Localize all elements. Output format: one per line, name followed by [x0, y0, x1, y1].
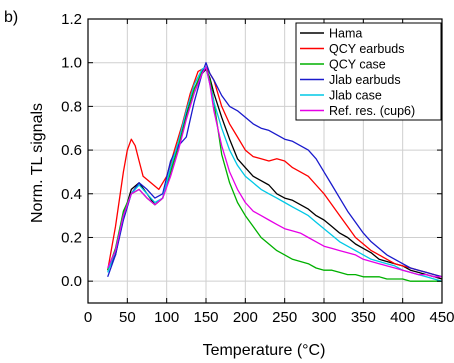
panel-label: b) [4, 9, 18, 26]
y-tick-label: 0.0 [61, 273, 82, 290]
x-tick-label: 350 [351, 309, 376, 326]
legend-label: Jlab earbuds [329, 73, 401, 87]
legend-label: Ref. res. (cup6) [329, 104, 415, 118]
legend-label: QCY case [329, 58, 386, 72]
series-line-ref-res-cup6 [107, 66, 442, 278]
y-tick-label: 0.2 [61, 229, 82, 246]
x-tick-label: 250 [272, 309, 297, 326]
y-tick-label: 0.4 [61, 186, 82, 203]
series-line-jlab-earbuds [107, 62, 443, 278]
legend-label: QCY earbuds [329, 42, 405, 56]
y-tick-label: 0.6 [61, 142, 82, 159]
series-line-jlab-case [107, 66, 443, 282]
x-tick-label: 400 [390, 309, 415, 326]
x-tick-label: 50 [119, 309, 136, 326]
x-tick-label: 300 [311, 309, 336, 326]
y-axis-title: Norm. TL signals [29, 103, 46, 223]
x-tick-label: 0 [84, 309, 92, 326]
axis-ticks: 0 50 100 150 200 250 300 350 400 450 0.0 0.2 0.4 0.6 0… [61, 11, 454, 326]
y-tick-label: 1.2 [61, 11, 82, 28]
plot-frame [87, 18, 443, 304]
legend-box [295, 22, 442, 121]
series-line-qcy-earbuds [107, 66, 443, 278]
x-tick-label: 150 [193, 309, 218, 326]
y-tick-label: 0.8 [61, 98, 82, 115]
y-tick-label: 1.0 [61, 55, 82, 72]
x-tick-label: 200 [233, 309, 258, 326]
x-tick-label: 450 [429, 309, 454, 326]
legend-label: Jlab case [329, 89, 382, 103]
x-tick-label: 100 [154, 309, 179, 326]
x-axis-title: Temperature (°C) [203, 342, 326, 359]
legend-label: Hama [329, 27, 362, 41]
series-lines [107, 62, 443, 282]
